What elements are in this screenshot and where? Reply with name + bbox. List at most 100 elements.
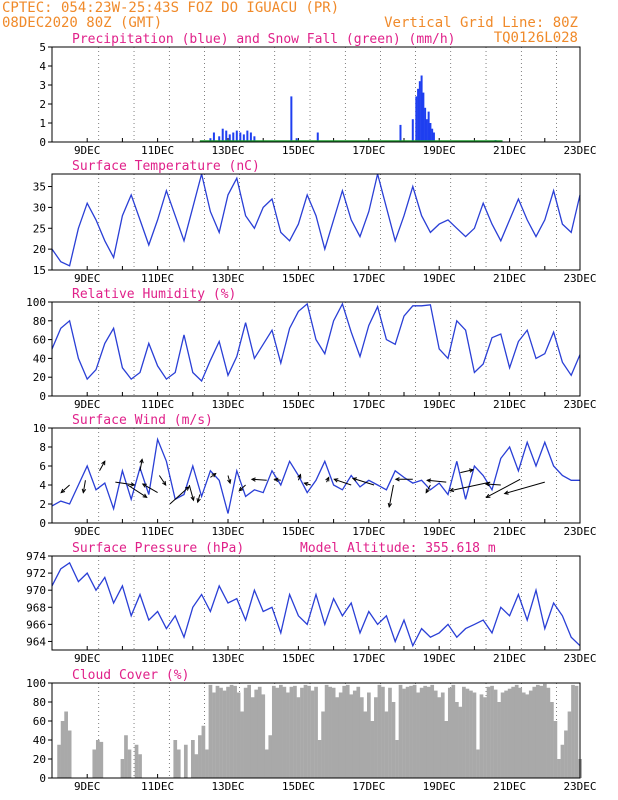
wind-arrow xyxy=(115,481,136,487)
cloud-bar xyxy=(546,687,551,778)
wind-arrow-head xyxy=(485,493,491,498)
precip-bar xyxy=(424,107,427,142)
y-tick-label: 10 xyxy=(33,422,46,435)
y-tick-label: 80 xyxy=(33,315,46,328)
cloud-bar xyxy=(57,744,61,778)
cloud-bar xyxy=(525,694,530,778)
wind-arrow-shaft xyxy=(188,484,194,501)
cloud-bar xyxy=(514,684,519,778)
wind-arrow xyxy=(333,478,352,486)
cloud-bar xyxy=(550,702,554,778)
precip-bar xyxy=(225,130,228,142)
cloud-bar xyxy=(201,725,206,778)
header-grid-note: Vertical Grid Line: 80Z xyxy=(384,15,578,31)
panel-frame xyxy=(51,682,581,779)
panel-wind: Surface Wind (m/s) 10 8 6 4 2 0 9DEC 11DEC 13DEC 1… xyxy=(33,413,597,538)
x-tick-label: 21DEC xyxy=(493,780,526,793)
cloud-bar xyxy=(99,741,104,778)
x-tick-label: 13DEC xyxy=(211,525,244,538)
precip-bar xyxy=(417,88,420,142)
header-date: 08DEC2020 80Z (GMT) xyxy=(2,15,162,31)
wind-arrow-head xyxy=(250,477,256,482)
wind-arrow-shaft xyxy=(425,484,431,493)
cloud-bar xyxy=(479,694,484,778)
y-tick-label: 80 xyxy=(33,696,46,709)
wind-arrow-shaft xyxy=(450,481,491,492)
cloud-bar xyxy=(120,759,125,778)
panel-title: Cloud Cover (%) xyxy=(72,668,189,683)
cloud-bar xyxy=(264,749,269,778)
cloud-bar xyxy=(455,702,459,778)
x-tick-label: 15DEC xyxy=(282,780,315,793)
y-tick-label: 60 xyxy=(33,334,46,347)
wind-arrow-head xyxy=(351,477,357,482)
cloud-bar xyxy=(243,687,248,778)
cloud-bar xyxy=(134,744,139,778)
wind-arrow-head xyxy=(297,473,302,479)
cloud-bar xyxy=(95,740,100,778)
wind-arrow xyxy=(448,481,491,493)
wind-arrow xyxy=(81,480,87,494)
wind-arrow-shaft xyxy=(169,486,190,505)
wind-arrow xyxy=(127,484,148,499)
cloud-bar xyxy=(296,697,301,778)
y-tick-label: 100 xyxy=(26,677,46,690)
x-tick-label: 11DEC xyxy=(141,272,174,285)
cloud-bar xyxy=(433,690,438,778)
cloud-bar xyxy=(286,692,290,778)
rh-series-line xyxy=(51,302,581,383)
cloud-bar xyxy=(173,740,178,778)
panel-subtitle: Model Altitude: 355.618 m xyxy=(300,541,496,556)
y-tick-label: 25 xyxy=(33,222,46,235)
cloud-bar xyxy=(490,685,494,778)
wind-arrow-shaft xyxy=(388,484,394,507)
cloud-bar xyxy=(222,690,227,778)
panel-frame xyxy=(51,301,581,397)
precip-bar xyxy=(253,136,256,142)
x-tick-label: 23DEC xyxy=(563,780,596,793)
header-station: CPTEC: 054:23W-25:43S FOZ DO IGUACU (PR) xyxy=(2,0,339,16)
x-tick-label: 19DEC xyxy=(423,144,456,157)
wind-arrow xyxy=(169,486,190,505)
cloud-bar xyxy=(472,692,477,778)
x-tick-label: 21DEC xyxy=(493,398,526,411)
wind-arrow xyxy=(99,460,106,471)
cloud-bar xyxy=(543,683,547,778)
wind-arrow-shaft xyxy=(115,481,135,486)
precip-bar xyxy=(242,134,245,142)
precip-bar xyxy=(232,132,235,142)
panel-title: Surface Pressure (hPa) xyxy=(72,541,244,556)
wind-arrow-head xyxy=(468,468,475,473)
wind-arrow xyxy=(351,477,375,486)
panel-frame xyxy=(51,427,581,524)
wind-arrow-head xyxy=(394,477,400,482)
wind-arrow xyxy=(141,483,158,494)
cloud-bar xyxy=(462,686,466,778)
x-tick-label: 9DEC xyxy=(74,272,101,285)
cloud-bar xyxy=(437,697,442,778)
precip-bar xyxy=(420,75,423,142)
precip-bar xyxy=(218,136,221,142)
cloud-bar xyxy=(250,697,255,778)
y-tick-label: 100 xyxy=(26,296,46,309)
cloud-bar xyxy=(349,694,354,778)
cloud-bar xyxy=(191,740,195,778)
wind-series-line xyxy=(51,436,580,514)
cloud-bar xyxy=(226,686,230,778)
x-tick-label: 9DEC xyxy=(74,144,101,157)
precip-bar xyxy=(295,138,298,142)
wind-arrow-shaft xyxy=(158,475,167,486)
cloud-bar xyxy=(444,721,449,778)
cloud-bar xyxy=(124,735,128,778)
cloud-bar xyxy=(275,687,280,778)
cloud-bar xyxy=(257,686,262,778)
precip-bar xyxy=(399,124,402,142)
pressure-series-line xyxy=(51,561,581,648)
precip-bar xyxy=(212,132,215,142)
cloud-bar xyxy=(518,687,523,778)
x-tick-label: 21DEC xyxy=(493,525,526,538)
cloud-bar xyxy=(430,684,435,778)
wind-arrow-shaft xyxy=(82,480,86,493)
wind-arrow xyxy=(460,468,475,474)
wind-arrow-shaft xyxy=(485,483,501,486)
